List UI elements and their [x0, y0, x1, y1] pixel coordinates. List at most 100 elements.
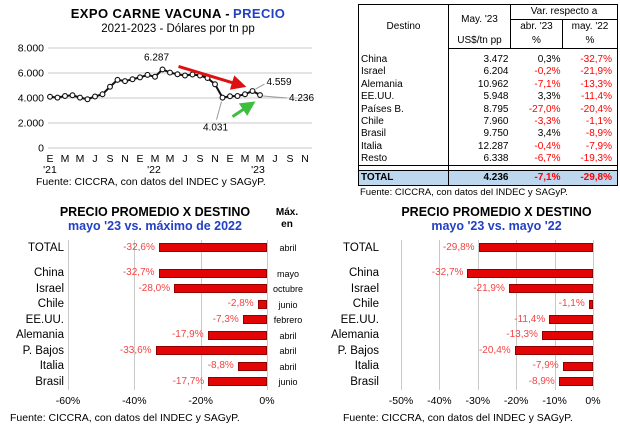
y-axis-label: 2.000: [18, 118, 44, 130]
table-row: Brasil 9.750 3,4% -8,9%: [358, 127, 618, 141]
cell-var-abr: 3,4%: [537, 128, 561, 140]
destinations-table: Destino May. '23 Var. respecto a abr. '2…: [358, 4, 618, 186]
x-axis-tick-label: -30%: [465, 394, 491, 407]
bar-Italia: [237, 361, 267, 371]
x-axis-tick-label: -40%: [427, 394, 452, 407]
cell-var-may: -19,3%: [562, 152, 618, 166]
category-label: Italia: [39, 360, 64, 372]
x-axis-label: N: [301, 153, 309, 165]
recovery-arrow-icon: [231, 101, 256, 118]
cell-total-var-may: -29,8%: [562, 169, 618, 186]
bar-P. Bajos: [155, 346, 267, 356]
x-axis-tick-label: -20%: [503, 394, 529, 407]
value-annotation-4.031: 4.031: [203, 123, 228, 134]
bar-value-label: -28,0%: [138, 282, 171, 294]
bar-value-label: -8,8%: [207, 360, 234, 371]
table-row: Italia 12.287 -0,4% -7,9%: [358, 140, 618, 153]
table-row: Alemania 10.962 -7,1% -13,3%: [358, 78, 618, 91]
table-row: China 3.472 0,3% -32,7%: [358, 53, 618, 66]
category-label: P. Bajos: [337, 344, 379, 357]
x-axis-label: S: [286, 153, 293, 165]
data-point-marker: [227, 93, 233, 100]
x-axis-label: E: [136, 153, 143, 165]
category-label: Chile: [352, 298, 379, 310]
category-label: TOTAL: [28, 241, 64, 254]
col-header-var: Var. respecto a: [510, 4, 618, 20]
bar-Alemania: [541, 330, 593, 340]
x-axis-label: E: [46, 153, 53, 165]
bar-EE.UU.: [242, 315, 267, 325]
bar-chart-max-source: Fuente: CICCRA, con datos del INDEC y SA…: [10, 412, 240, 424]
bar-China: [467, 268, 593, 278]
cell-destino: EE.UU.: [358, 90, 449, 104]
category-label: EE.UU.: [340, 313, 379, 326]
x-axis-label: M: [151, 153, 160, 165]
max-month-label: abril: [279, 361, 297, 372]
max-month-label: abril: [279, 330, 297, 341]
cell-var-abr: 0,3%: [537, 54, 561, 66]
category-label: EE.UU.: [25, 313, 64, 326]
category-label: Brasil: [350, 375, 379, 388]
bar-value-label: -33,6%: [119, 344, 152, 356]
x-axis-year-label: '23: [251, 164, 265, 176]
bar-value-label: -11,4%: [514, 313, 546, 325]
y-axis-label: 0: [38, 143, 44, 155]
data-point-marker: [54, 94, 61, 101]
col-header-pct2: %: [562, 33, 618, 49]
bar-chart-yoy-title: PRECIO PROMEDIO X DESTINO: [401, 205, 592, 219]
max-column-header: Máx. en: [266, 207, 308, 231]
max-month-label: abril: [279, 243, 297, 253]
table-total-row: TOTAL 4.236 -7,1% -29,8%: [358, 169, 618, 186]
bar-P. Bajos: [514, 346, 593, 356]
category-label: China: [33, 267, 64, 279]
cell-var-may: -13,3%: [580, 78, 612, 90]
x-axis-label: M: [256, 153, 265, 165]
data-point-marker: [84, 96, 91, 103]
max-month-label: junio: [278, 299, 298, 310]
value-annotation-4.236: 4.236: [289, 93, 314, 104]
plot-gridline: [554, 240, 556, 390]
cell-var-may: -1,1%: [585, 116, 612, 128]
bar-value-label: -17,7%: [172, 375, 205, 387]
cell-destino: Israel: [358, 65, 449, 79]
data-point-marker: [129, 76, 136, 83]
table-row: Resto 6.338 -6,7% -19,3%: [358, 152, 618, 166]
line-chart-title-blue: PRECIO: [233, 6, 286, 21]
max-month-label: mayo: [276, 268, 299, 279]
cell-var-abr: -0,2%: [534, 66, 561, 78]
data-point-marker: [114, 76, 121, 83]
bar-value-label: -1,1%: [558, 298, 585, 309]
max-header-line1: Máx.: [275, 207, 299, 218]
plot-gridline: [593, 240, 594, 390]
col-header-destino: Destino: [358, 4, 449, 49]
bar-value-label: -13,3%: [506, 329, 538, 340]
cell-var-abr: -7,1%: [534, 78, 561, 90]
x-axis-label: S: [196, 153, 203, 165]
x-axis-tick-label: -50%: [388, 394, 414, 407]
x-axis-year-label: '21: [43, 164, 57, 176]
x-axis-label: M: [76, 153, 85, 165]
data-point-marker: [99, 91, 106, 98]
category-label: China: [348, 267, 379, 279]
bar-value-label: -17,9%: [171, 329, 204, 340]
y-axis-label: 6.000: [18, 68, 44, 80]
data-point-marker: [107, 83, 113, 90]
x-axis-tick-label: -60%: [55, 394, 81, 407]
cell-price: 9.750: [483, 128, 509, 140]
x-axis-label: M: [61, 153, 70, 165]
bar-chart-yoy-source: Fuente: CICCRA, con datos del INDEC y SA…: [343, 412, 573, 424]
value-annotation-4.559: 4.559: [267, 77, 292, 88]
plot-gridline: [516, 240, 518, 390]
bar-chart-max-panel: PRECIO PROMEDIO X DESTINO mayo '23 vs. m…: [2, 202, 310, 436]
cell-destino: Brasil: [358, 127, 449, 141]
bar-Chile: [588, 299, 593, 309]
data-point-marker: [92, 93, 98, 100]
decline-arrow-icon: [178, 64, 247, 90]
col-header-may22: may. '22: [571, 21, 609, 33]
line-chart-panel: EXPO CARNE VACUNA - PRECIO 2021-2023 - Dó…: [0, 0, 356, 200]
cell-destino: Países B.: [358, 103, 449, 116]
bar-value-label: -7,3%: [212, 313, 239, 325]
bar-value-label: -2,8%: [227, 298, 254, 309]
bar-chart-yoy-panel: PRECIO PROMEDIO X DESTINO mayo '23 vs. m…: [315, 202, 618, 436]
